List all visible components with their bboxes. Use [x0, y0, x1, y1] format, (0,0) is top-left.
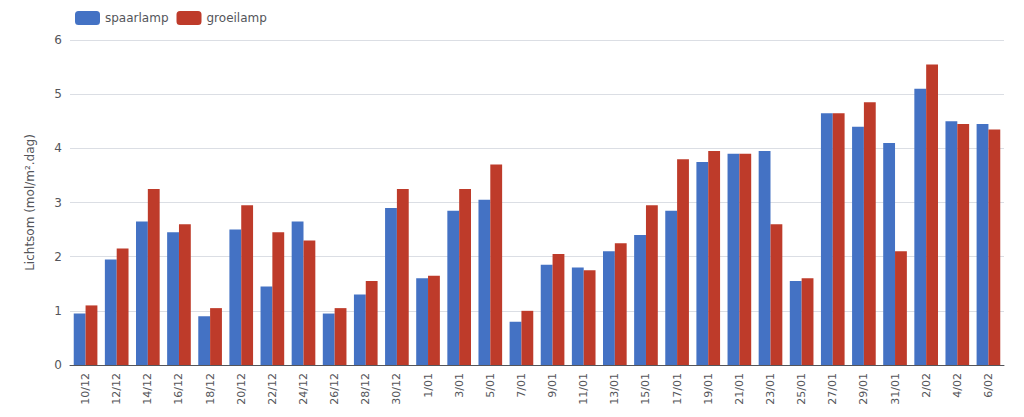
- svg-text:15/01: 15/01: [639, 373, 652, 405]
- svg-text:11/01: 11/01: [577, 373, 590, 405]
- svg-text:5: 5: [54, 87, 62, 101]
- svg-text:4: 4: [54, 141, 62, 155]
- svg-text:18/12: 18/12: [204, 373, 217, 405]
- svg-text:20/12: 20/12: [235, 373, 248, 405]
- svg-text:Lichtsom (mol/m².dag): Lichtsom (mol/m².dag): [23, 134, 37, 271]
- svg-text:12/12: 12/12: [110, 373, 123, 405]
- svg-text:0: 0: [54, 358, 62, 372]
- svg-text:6/02: 6/02: [982, 373, 995, 398]
- svg-text:10/12: 10/12: [79, 373, 92, 405]
- svg-text:28/12: 28/12: [359, 373, 372, 405]
- svg-text:31/01: 31/01: [889, 373, 902, 405]
- svg-text:27/01: 27/01: [826, 373, 839, 405]
- svg-text:26/12: 26/12: [328, 373, 341, 405]
- svg-text:19/01: 19/01: [702, 373, 715, 405]
- svg-text:30/12: 30/12: [390, 373, 403, 405]
- svg-text:2/02: 2/02: [920, 373, 933, 398]
- svg-text:14/12: 14/12: [141, 373, 154, 405]
- svg-text:6: 6: [54, 33, 62, 47]
- svg-text:2: 2: [54, 250, 62, 264]
- svg-text:4/02: 4/02: [951, 373, 964, 398]
- svg-text:groeilamp: groeilamp: [207, 11, 267, 25]
- svg-text:3: 3: [54, 196, 62, 210]
- svg-text:17/01: 17/01: [671, 373, 684, 405]
- svg-text:16/12: 16/12: [172, 373, 185, 405]
- svg-text:22/12: 22/12: [266, 373, 279, 405]
- svg-text:1: 1: [54, 304, 62, 318]
- svg-text:3/01: 3/01: [453, 373, 466, 398]
- svg-text:21/01: 21/01: [733, 373, 746, 405]
- svg-text:spaarlamp: spaarlamp: [105, 11, 169, 25]
- svg-text:23/01: 23/01: [764, 373, 777, 405]
- svg-text:24/12: 24/12: [297, 373, 310, 405]
- svg-text:25/01: 25/01: [795, 373, 808, 405]
- svg-text:9/01: 9/01: [546, 373, 559, 398]
- svg-text:5/01: 5/01: [484, 373, 497, 398]
- svg-text:1/01: 1/01: [422, 373, 435, 398]
- svg-text:7/01: 7/01: [515, 373, 528, 398]
- svg-text:29/01: 29/01: [857, 373, 870, 405]
- svg-text:13/01: 13/01: [608, 373, 621, 405]
